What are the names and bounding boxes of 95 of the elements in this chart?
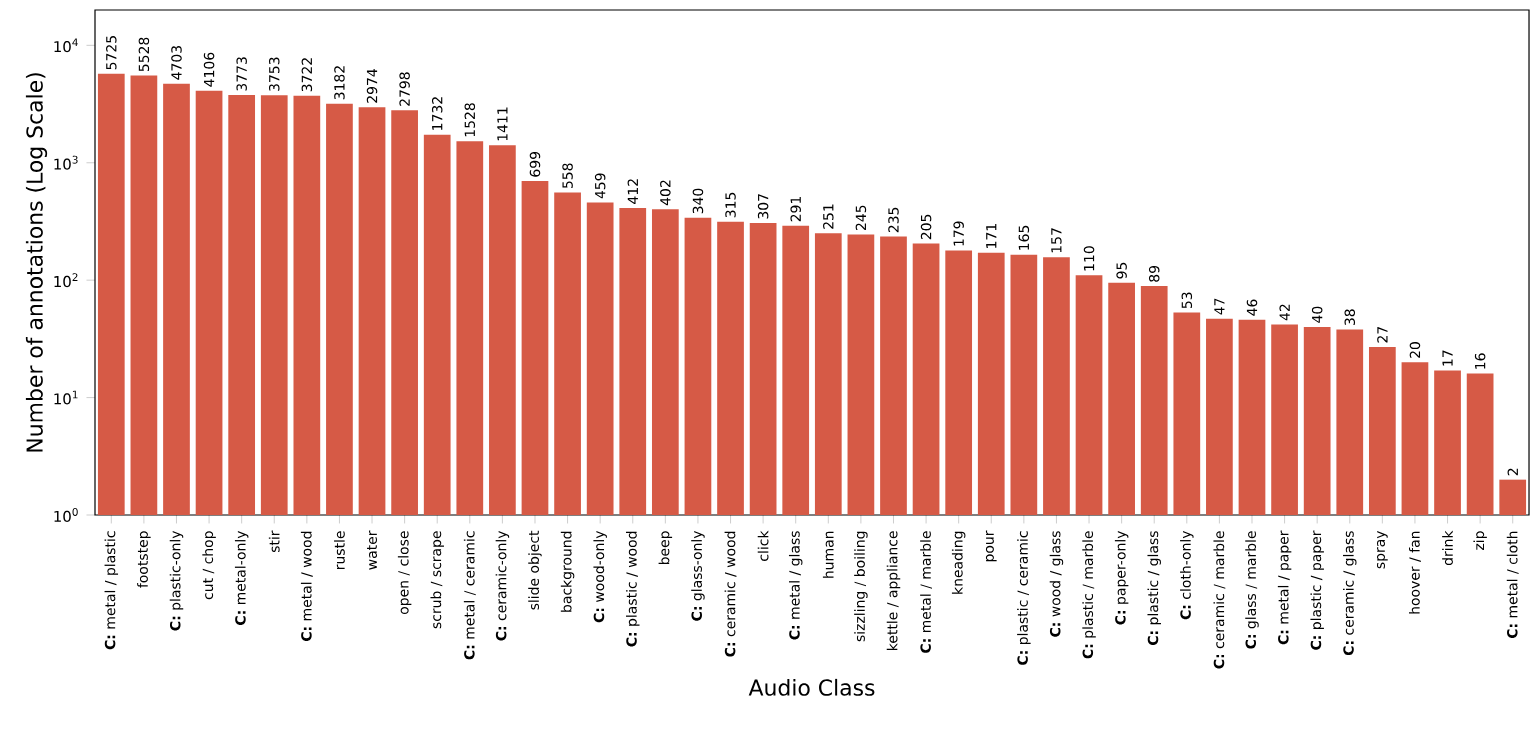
x-tick-label: C: plastic / marble xyxy=(1082,531,1096,659)
y-tick-label: 10$^{1}$ xyxy=(54,390,78,405)
x-tick-label: sizzling / boiling xyxy=(854,531,868,642)
x-tick-label: C: metal-only xyxy=(234,530,249,625)
data-label: 3722 xyxy=(301,58,313,92)
x-tick-label: kneading xyxy=(951,531,966,594)
data-label: 291 xyxy=(790,196,801,222)
x-tick-label: beep xyxy=(658,531,673,565)
data-label: 1528 xyxy=(464,103,476,137)
data-label: 47 xyxy=(1214,298,1225,315)
x-tick-label: rustle xyxy=(334,531,345,569)
data-label: 95 xyxy=(1116,262,1127,279)
data-label: 340 xyxy=(692,188,704,214)
x-tick-label: C: metal / marble xyxy=(920,531,933,653)
x-tick-label: C: plastic / ceramic xyxy=(1017,531,1031,665)
data-label: 46 xyxy=(1246,299,1258,316)
data-label: 89 xyxy=(1148,265,1160,282)
x-tick-label: scrub / scrape xyxy=(430,531,444,629)
data-label: 5725 xyxy=(106,36,117,70)
x-tick-label: C: plastic / glass xyxy=(1147,531,1161,645)
data-label: 1411 xyxy=(497,107,508,141)
x-tick-label: C: metal / plastic xyxy=(104,531,119,650)
data-label: 315 xyxy=(725,192,736,218)
data-label: 2 xyxy=(1507,468,1518,476)
x-tick-label: footstep xyxy=(137,531,151,588)
data-label: 5528 xyxy=(138,37,150,72)
data-label: 1732 xyxy=(431,97,443,130)
data-label: 459 xyxy=(594,173,606,199)
x-tick-label: slide object xyxy=(528,530,542,610)
y-tick-label: 10$^{3}$ xyxy=(54,155,78,170)
x-tick-label: drink xyxy=(1442,530,1453,566)
data-label: 171 xyxy=(986,224,997,248)
x-tick-label: C: glass / marble xyxy=(1245,531,1259,649)
x-tick-label: cut / chop xyxy=(202,531,216,600)
data-label: 2798 xyxy=(399,72,410,106)
x-tick-label: C: ceramic / marble xyxy=(1213,531,1226,669)
data-label: 110 xyxy=(1083,246,1095,271)
data-label: 4703 xyxy=(171,46,182,80)
x-tick-label: C: ceramic / glass xyxy=(1343,531,1357,656)
data-label: 235 xyxy=(888,207,899,233)
data-label: 42 xyxy=(1279,304,1290,321)
x-tick-label: background xyxy=(560,531,575,612)
data-label: 27 xyxy=(1377,326,1388,343)
data-label: 53 xyxy=(1181,292,1193,309)
x-tick-label: C: cloth-only xyxy=(1180,530,1194,620)
x-tick-label: C: paper-only xyxy=(1114,530,1129,625)
data-label: 157 xyxy=(1051,228,1062,253)
x-tick-label: C: metal / wood xyxy=(300,531,313,642)
x-tick-label: C: plastic / paper xyxy=(1310,530,1324,650)
x-tick-label: C: metal / paper xyxy=(1277,530,1292,645)
data-label: 245 xyxy=(855,205,867,231)
data-label: 165 xyxy=(1018,225,1030,250)
data-label: 3182 xyxy=(334,66,345,100)
data-label: 699 xyxy=(529,152,541,177)
data-label: 251 xyxy=(823,204,834,229)
x-tick-label: human xyxy=(822,531,834,578)
data-label: 3753 xyxy=(268,57,280,91)
x-tick-label: pour xyxy=(985,530,997,562)
x-tick-label: C: ceramic-only xyxy=(495,530,510,641)
data-label: 4106 xyxy=(203,52,215,87)
data-label: 307 xyxy=(757,194,769,219)
y-tick-label: 10$^{4}$ xyxy=(54,38,78,53)
x-tick-label: C: glass-only xyxy=(691,530,705,621)
y-tick-label: 10$^{0}$ xyxy=(54,507,78,522)
data-label: 40 xyxy=(1311,306,1323,323)
x-tick-label: C: wood / glass xyxy=(1049,531,1064,637)
x-tick-label: C: metal / ceramic xyxy=(463,531,476,660)
y-tick-label: 10$^{2}$ xyxy=(54,273,78,288)
x-tick-label: stir xyxy=(268,530,280,553)
y-axis-title: Number of annotations (Log Scale) xyxy=(25,73,48,452)
x-tick-label: spray xyxy=(1377,530,1388,569)
x-tick-label: C: plastic-only xyxy=(169,530,184,631)
x-tick-label: kettle / appliance xyxy=(886,531,901,650)
data-label: 16 xyxy=(1474,353,1486,369)
x-axis-title: Audio Class xyxy=(748,678,875,696)
data-label: 558 xyxy=(562,163,573,189)
data-label: 412 xyxy=(627,179,638,204)
data-label: 20 xyxy=(1409,342,1421,358)
data-label: 205 xyxy=(920,214,932,240)
x-tick-label: C: metal / cloth xyxy=(1506,531,1519,639)
x-tick-label: C: ceramic / wood xyxy=(724,531,737,657)
x-tick-label: open / close xyxy=(397,531,412,615)
x-tick-label: water xyxy=(367,530,378,570)
data-label: 3773 xyxy=(236,57,247,91)
x-tick-label: zip xyxy=(1473,531,1487,550)
data-label: 17 xyxy=(1442,350,1453,366)
data-label: 38 xyxy=(1344,309,1356,326)
x-tick-label: hoover / fan xyxy=(1409,531,1421,614)
x-tick-label: C: metal / glass xyxy=(788,531,803,640)
data-label: 2974 xyxy=(366,69,378,103)
x-tick-label: C: plastic / wood xyxy=(626,531,640,647)
data-label: 402 xyxy=(660,180,671,206)
data-label: 179 xyxy=(953,221,964,246)
x-tick-label: C: wood-only xyxy=(593,530,607,623)
x-tick-label: click xyxy=(757,530,769,561)
